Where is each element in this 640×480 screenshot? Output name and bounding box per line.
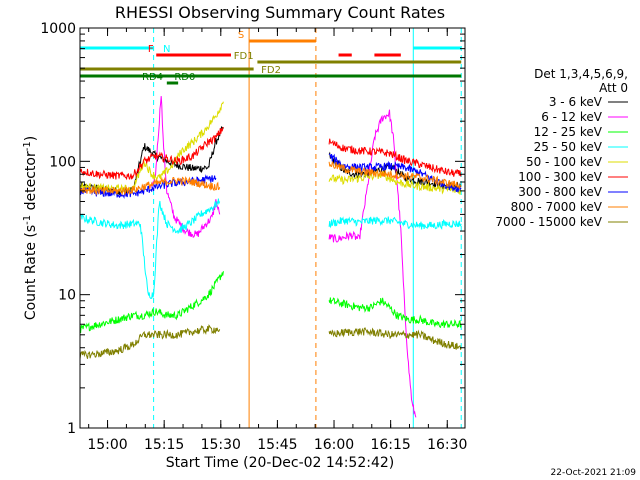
y-tick-label: 100	[49, 154, 76, 170]
flag-label: S	[238, 30, 244, 41]
chart-title: RHESSI Observing Summary Count Rates	[115, 3, 445, 22]
x-tick-label: 15:15	[144, 437, 184, 453]
x-axis-ticks: 15:00 15:15 15:30 15:45 16:00 16:15 16:30	[87, 28, 467, 453]
flag-label: F	[148, 44, 154, 55]
y-axis-label-sup: -1	[22, 215, 33, 225]
x-tick-label: 15:30	[201, 437, 241, 453]
legend-label: 6 - 12 keV	[541, 110, 603, 124]
event-lines	[79, 28, 462, 428]
series-line	[328, 297, 462, 329]
legend-label: 300 - 800 keV	[518, 185, 602, 199]
legend-label: 12 - 25 keV	[534, 125, 603, 139]
y-axis-label-part: Count Rate (s	[23, 225, 39, 320]
y-axis-label-sup2: -1	[22, 141, 33, 151]
y-tick-label: 10	[58, 288, 76, 304]
y-axis-ticks: 1 10 100 1000	[40, 21, 465, 437]
legend-header-line1: Det 1,3,4,5,6,9,	[534, 67, 628, 81]
series-line	[328, 327, 462, 350]
legend-label: 3 - 6 keV	[549, 95, 603, 109]
series-line	[328, 109, 417, 418]
y-axis-label-close: )	[23, 136, 39, 141]
series-line	[79, 198, 221, 300]
plot-frame	[79, 27, 466, 429]
x-tick-label: 15:00	[87, 437, 127, 453]
y-tick-label: 1	[67, 421, 76, 437]
y-axis-label-part2: detector	[23, 151, 39, 215]
y-axis-label: Count Rate (s-1 detector-1)	[22, 136, 40, 320]
series-line	[79, 176, 221, 196]
series-line	[79, 101, 224, 194]
flag-label: RD0	[174, 72, 195, 83]
legend-header-line2: Att 0	[599, 81, 628, 95]
series-line	[79, 271, 224, 334]
x-axis-label: Start Time (20-Dec-02 14:52:42)	[166, 455, 394, 471]
legend-label: 7000 - 15000 keV	[495, 215, 602, 229]
series-line	[328, 138, 462, 177]
flag-label: FD1	[234, 51, 254, 62]
y-tick-label: 1000	[40, 21, 76, 37]
plot-area: N S F FD1 FD2 RD0 RD4 15:00 15:15 15:30 15:45 16:0…	[40, 21, 467, 453]
flag-label: FD2	[261, 65, 281, 76]
legend-label: 100 - 300 keV	[518, 170, 602, 184]
series-line	[328, 216, 462, 230]
x-tick-label: 16:15	[370, 437, 410, 453]
footer-timestamp: 22-Oct-2021 21:09	[551, 468, 637, 478]
x-tick-label: 15:45	[257, 437, 297, 453]
x-tick-label: 16:00	[314, 437, 354, 453]
legend-label: 800 - 7000 keV	[511, 200, 603, 214]
legend-label: 25 - 50 keV	[534, 140, 603, 154]
series-line	[79, 126, 224, 181]
series-line	[79, 324, 221, 359]
flag-label: N	[163, 44, 170, 55]
flag-bars: N S F FD1 FD2 RD0 RD4	[80, 30, 462, 85]
x-tick-label: 16:30	[427, 437, 467, 453]
legend-label: 50 - 100 keV	[526, 155, 603, 169]
flag-label: RD4	[142, 72, 163, 83]
series-layer	[79, 96, 462, 418]
series-line	[151, 96, 221, 238]
series-line	[328, 170, 462, 195]
series-line	[328, 161, 462, 189]
